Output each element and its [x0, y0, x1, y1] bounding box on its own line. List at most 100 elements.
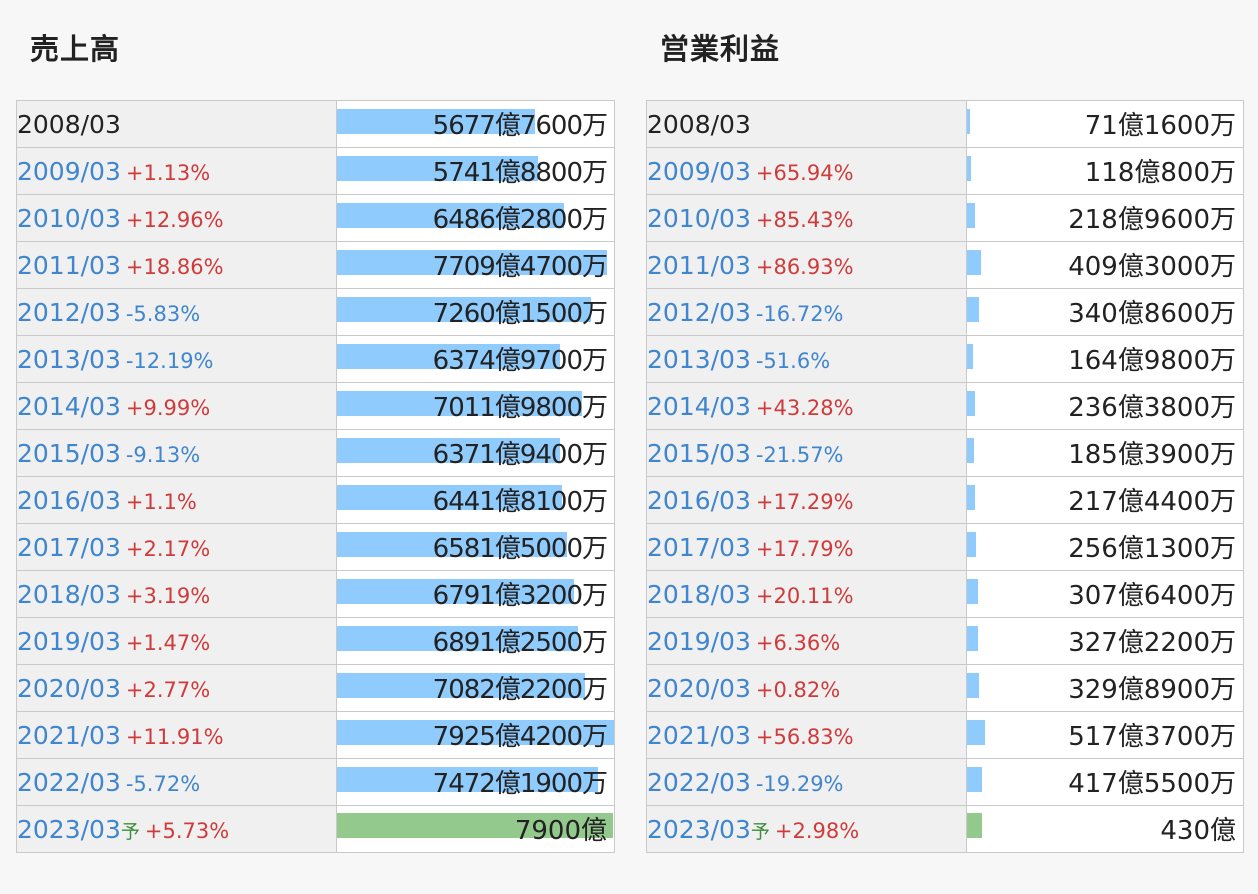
period-label[interactable]: 2012/03: [17, 297, 121, 327]
sales-row: 2016/03 +1.1% 6441億8100万: [16, 476, 615, 524]
forecast-mark: 予: [750, 820, 770, 843]
value-bar: [967, 297, 979, 322]
yoy-change: -5.83%: [125, 301, 201, 326]
yoy-change: -12.19%: [125, 348, 214, 373]
sales-row: 2011/03 +18.86% 7709億4700万: [16, 241, 615, 289]
period-label[interactable]: 2018/03: [647, 579, 751, 609]
period-cell: 2009/03 +65.94%: [646, 147, 967, 195]
value-bar: [967, 156, 972, 181]
bar-cell: 7082億2200万: [336, 664, 615, 712]
period-cell: 2011/03 +18.86%: [16, 241, 337, 289]
bar-cell: 6486億2800万: [336, 194, 615, 242]
period-label[interactable]: 2016/03: [17, 485, 121, 515]
operating-profit-row: 2012/03 -16.72% 340億8600万: [646, 288, 1244, 336]
period-label[interactable]: 2017/03: [647, 532, 751, 562]
value-label: 7260億1500万: [432, 299, 608, 329]
value-bar: [967, 485, 975, 510]
sales-row: 2021/03 +11.91% 7925億4200万: [16, 711, 615, 759]
value-label: 7082億2200万: [432, 675, 608, 705]
yoy-change: -19.29%: [755, 771, 844, 796]
yoy-change: +1.1%: [125, 489, 197, 514]
operating-profit-title: 営業利益: [660, 32, 781, 66]
period-cell: 2012/03 -5.83%: [16, 288, 337, 336]
period-label[interactable]: 2021/03: [17, 720, 121, 750]
period-label[interactable]: 2022/03: [647, 767, 751, 797]
sales-row: 2019/03 +1.47% 6891億2500万: [16, 617, 615, 665]
value-bar: [337, 391, 583, 416]
period-label[interactable]: 2023/03: [17, 814, 121, 844]
period-label[interactable]: 2014/03: [17, 391, 121, 421]
period-label[interactable]: 2009/03: [17, 156, 121, 186]
period-cell: 2023/03予 +2.98%: [646, 805, 967, 853]
period-label[interactable]: 2011/03: [647, 250, 751, 280]
value-bar: [967, 579, 978, 604]
yoy-change: +12.96%: [125, 207, 224, 232]
period-label[interactable]: 2010/03: [647, 203, 751, 233]
value-label: 164億9800万: [1068, 346, 1236, 376]
period-cell: 2008/03: [646, 100, 967, 148]
yoy-change: +20.11%: [755, 583, 854, 608]
period-label[interactable]: 2022/03: [17, 767, 121, 797]
period-label[interactable]: 2010/03: [17, 203, 121, 233]
period-cell: 2011/03 +86.93%: [646, 241, 967, 289]
period-cell: 2021/03 +11.91%: [16, 711, 337, 759]
period-label[interactable]: 2009/03: [647, 156, 751, 186]
value-label: 6371億9400万: [432, 440, 608, 470]
bar-cell: 6891億2500万: [336, 617, 615, 665]
period-label[interactable]: 2013/03: [647, 344, 751, 374]
value-bar: [337, 720, 614, 745]
period-label[interactable]: 2016/03: [647, 485, 751, 515]
period-cell: 2018/03 +20.11%: [646, 570, 967, 618]
value-bar: [967, 344, 973, 369]
period-label[interactable]: 2017/03: [17, 532, 121, 562]
operating-profit-row: 2020/03 +0.82% 329億8900万: [646, 664, 1244, 712]
period-label[interactable]: 2020/03: [647, 673, 751, 703]
bar-cell: 7011億9800万: [336, 382, 615, 430]
forecast-bar: [967, 813, 982, 838]
value-label: 118億800万: [1084, 158, 1236, 188]
operating-profit-row: 2018/03 +20.11% 307億6400万: [646, 570, 1244, 618]
sales-row: 2015/03 -9.13% 6371億9400万: [16, 429, 615, 477]
operating-profit-row: 2009/03 +65.94% 118億800万: [646, 147, 1244, 195]
period-cell: 2010/03 +12.96%: [16, 194, 337, 242]
value-bar: [337, 579, 575, 604]
period-label[interactable]: 2021/03: [647, 720, 751, 750]
period-label[interactable]: 2018/03: [17, 579, 121, 609]
bar-cell: 340億8600万: [966, 288, 1244, 336]
period-label[interactable]: 2020/03: [17, 673, 121, 703]
value-bar: [337, 109, 536, 134]
period-label[interactable]: 2015/03: [17, 438, 121, 468]
value-bar: [337, 532, 567, 557]
bar-cell: 6371億9400万: [336, 429, 615, 477]
period-label[interactable]: 2012/03: [647, 297, 751, 327]
period-cell: 2022/03 -5.72%: [16, 758, 337, 806]
sales-row: 2013/03 -12.19% 6374億9700万: [16, 335, 615, 383]
value-label: 5741億8800万: [432, 158, 608, 188]
period-label[interactable]: 2023/03: [647, 814, 751, 844]
period-cell: 2017/03 +17.79%: [646, 523, 967, 571]
value-label: 7709億4700万: [432, 252, 608, 282]
period-label[interactable]: 2019/03: [647, 626, 751, 656]
yoy-change: +85.43%: [755, 207, 854, 232]
period-label[interactable]: 2015/03: [647, 438, 751, 468]
value-label: 217億4400万: [1068, 487, 1236, 517]
period-label[interactable]: 2011/03: [17, 250, 121, 280]
period-label[interactable]: 2013/03: [17, 344, 121, 374]
value-bar: [967, 438, 974, 463]
value-bar: [337, 344, 560, 369]
sales-row: 2020/03 +2.77% 7082億2200万: [16, 664, 615, 712]
period-label[interactable]: 2019/03: [17, 626, 121, 656]
bar-cell: 118億800万: [966, 147, 1244, 195]
bar-cell: 517億3700万: [966, 711, 1244, 759]
sales-row: 2010/03 +12.96% 6486億2800万: [16, 194, 615, 242]
bar-cell: 218億9600万: [966, 194, 1244, 242]
yoy-change: +2.98%: [774, 818, 860, 843]
sales-row: 2008/03 5677億7600万: [16, 100, 615, 148]
period-label[interactable]: 2014/03: [647, 391, 751, 421]
period-cell: 2021/03 +56.83%: [646, 711, 967, 759]
value-bar: [337, 297, 591, 322]
bar-cell: 185億3900万: [966, 429, 1244, 477]
period-cell: 2010/03 +85.43%: [646, 194, 967, 242]
yoy-change: -5.72%: [125, 771, 201, 796]
period-cell: 2023/03予 +5.73%: [16, 805, 337, 853]
